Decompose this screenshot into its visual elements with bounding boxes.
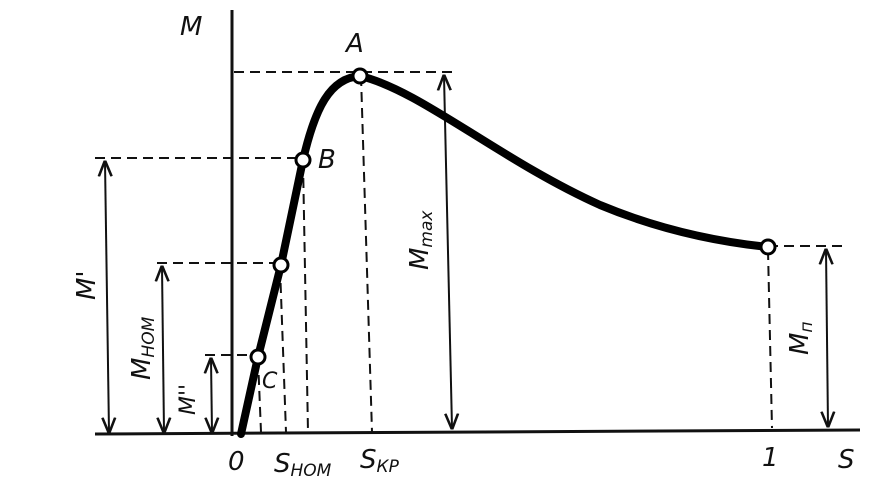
x-one-label: 1 [762,443,779,473]
point-a-marker [351,67,369,85]
dim-m-n [826,250,828,426]
s-nom-label: SНОМ [274,449,332,481]
guide-b-vertical [302,161,309,433]
m-max-label: Mmax [405,210,437,270]
torque-curve [237,72,772,438]
dim-m-prime [105,162,109,432]
x-axis [94,428,861,436]
dim-m-double-prime [211,359,212,432]
s-kr-label: SКР [360,445,400,477]
guide-mn-vertical [767,249,773,429]
dim-m-max [444,76,452,428]
guide-a-vertical [360,75,373,433]
point-c-label: C [262,369,278,394]
m-nom-label: MНОМ [127,316,159,380]
point-a-label: A [344,29,364,59]
point-b-marker [294,151,312,169]
x-axis-label: S [838,445,855,475]
m-prime-label: M' [72,270,102,300]
point-mn-marker [759,238,777,256]
point-b-label: B [318,145,336,175]
guide-nom-vertical [279,266,287,433]
origin-label: 0 [228,447,245,477]
y-axis-label: M [180,12,202,42]
m-n-label: Mп [785,321,817,355]
point-nom-marker [272,256,290,274]
point-c-marker [249,348,267,366]
m-double-prime-label: M'' [176,384,201,415]
dim-m-nom [162,267,164,432]
guide-c-vertical [257,358,262,433]
